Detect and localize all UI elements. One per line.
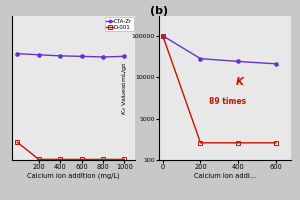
D-001 — [101, 158, 105, 161]
D-001 — [58, 158, 62, 161]
D-001 — [122, 158, 126, 161]
Y-axis label: $K_d$ Values（mL/g）: $K_d$ Values（mL/g） — [120, 61, 129, 115]
D-001 — [37, 158, 40, 161]
Text: K: K — [236, 77, 244, 87]
Text: (b): (b) — [150, 6, 168, 16]
CTA-Zr — [122, 55, 126, 58]
X-axis label: Calcium ion addition (mg/L): Calcium ion addition (mg/L) — [27, 173, 120, 179]
CTA-Zr — [101, 56, 105, 58]
Legend: CTA-Zr, D-001: CTA-Zr, D-001 — [104, 17, 134, 31]
Text: 89 times: 89 times — [209, 97, 246, 106]
D-001 — [16, 141, 19, 143]
CTA-Zr — [80, 55, 83, 58]
Line: CTA-Zr: CTA-Zr — [15, 52, 126, 59]
Line: D-001: D-001 — [15, 140, 126, 162]
X-axis label: Calcium Ion addi...: Calcium Ion addi... — [194, 173, 256, 179]
D-001 — [80, 158, 83, 161]
CTA-Zr — [58, 55, 62, 57]
CTA-Zr — [16, 52, 19, 55]
CTA-Zr — [37, 54, 40, 56]
